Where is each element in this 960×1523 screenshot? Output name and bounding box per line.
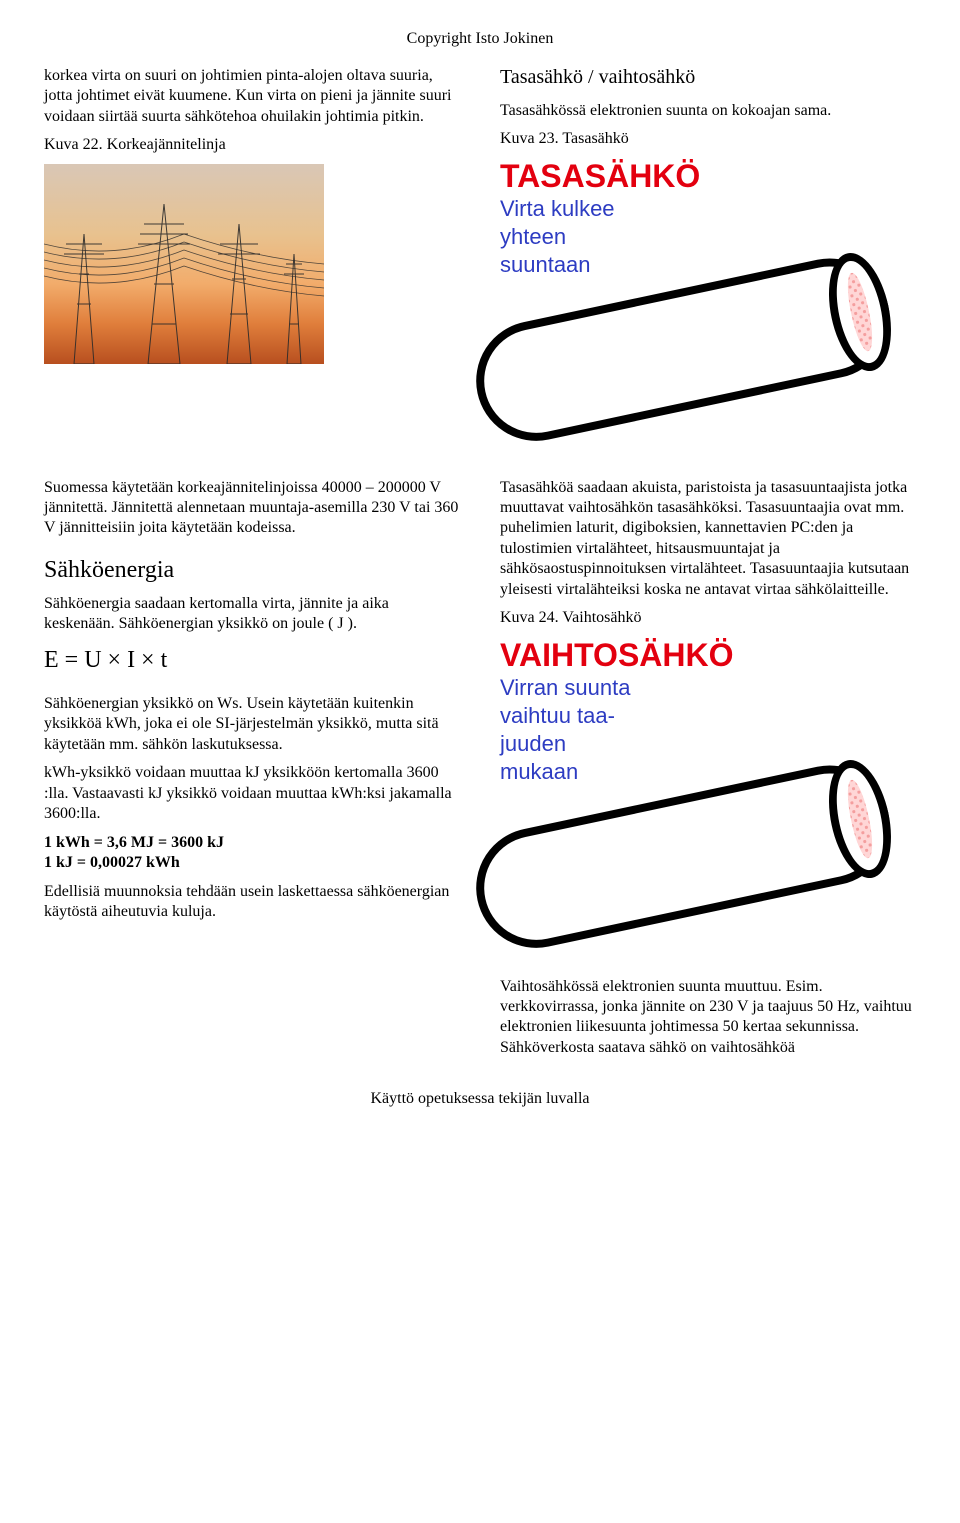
fig23-image: TASASÄHKÖ Virta kulkee yhteen suuntaan e… xyxy=(500,158,870,462)
conv-line-2: 1 kJ = 0,00027 kWh xyxy=(44,853,460,873)
fig24-blue-line2: vaihtuu taa- xyxy=(500,704,870,728)
left-paragraph-6: Edellisiä muunnoksia tehdään usein laske… xyxy=(44,882,460,923)
fig24-cylinder: e- xyxy=(500,789,870,969)
fig23-blue-line2: yhteen xyxy=(500,225,870,249)
right-paragraph-1: Tasasähkössä elektronien suunta on kokoa… xyxy=(500,101,916,121)
heading-tasavaihto: Tasasähkö / vaihtosähkö xyxy=(500,66,916,89)
fig24-blue-line1: Virran suunta xyxy=(500,676,870,700)
page: Copyright Isto Jokinen korkea virta on s… xyxy=(0,0,960,1128)
cable-cylinder-icon xyxy=(465,247,901,452)
left-paragraph-4: Sähköenergian yksikkö on Ws. Usein käyte… xyxy=(44,694,460,755)
left-paragraph-5: kWh-yksikkö voidaan muuttaa kJ yksikköön… xyxy=(44,763,460,824)
left-paragraph-2: Suomessa käytetään korkeajännitelinjoiss… xyxy=(44,478,460,539)
energy-formula: E = U × I × t xyxy=(44,647,460,674)
left-paragraph-1: korkea virta on suuri on johtimien pinta… xyxy=(44,66,460,127)
col-left-top: korkea virta on suuri on johtimien pinta… xyxy=(44,66,460,462)
fig23-caption: Kuva 23. Tasasähkö xyxy=(500,129,916,149)
powerline-icon xyxy=(44,164,324,364)
right-paragraph-2: Tasasähköä saadaan akuista, paristoista … xyxy=(500,478,916,601)
fig22-image xyxy=(44,164,324,364)
col-right-bottom: Tasasähköä saadaan akuista, paristoista … xyxy=(500,478,916,1067)
fig24-caption: Kuva 24. Vaihtosähkö xyxy=(500,608,916,628)
fig23-blue-line1: Virta kulkee xyxy=(500,197,870,221)
fig23-red-title: TASASÄHKÖ xyxy=(500,158,870,195)
fig24-red-title: VAIHTOSÄHKÖ xyxy=(500,637,870,674)
cable-cylinder-icon xyxy=(465,754,901,959)
col-right-top: Tasasähkö / vaihtosähkö Tasasähkössä ele… xyxy=(500,66,916,462)
left-paragraph-3: Sähköenergia saadaan kertomalla virta, j… xyxy=(44,594,460,635)
lower-columns: Suomessa käytetään korkeajännitelinjoiss… xyxy=(44,478,916,1067)
fig24-blue-line3: juuden xyxy=(500,732,870,756)
col-left-bottom: Suomessa käytetään korkeajännitelinjoiss… xyxy=(44,478,460,1067)
fig23-cylinder: e- xyxy=(500,282,870,462)
copyright-line: Copyright Isto Jokinen xyxy=(44,30,916,48)
right-paragraph-3: Vaihtosähkössä elektronien suunta muuttu… xyxy=(500,977,916,1059)
upper-columns: korkea virta on suuri on johtimien pinta… xyxy=(44,66,916,462)
heading-energy: Sähköenergia xyxy=(44,557,460,584)
conv-line-1: 1 kWh = 3,6 MJ = 3600 kJ xyxy=(44,833,460,853)
fig24-image: VAIHTOSÄHKÖ Virran suunta vaihtuu taa- j… xyxy=(500,637,870,969)
fig22-caption: Kuva 22. Korkeajännitelinja xyxy=(44,135,460,155)
footer-line: Käyttö opetuksessa tekijän luvalla xyxy=(44,1090,916,1108)
